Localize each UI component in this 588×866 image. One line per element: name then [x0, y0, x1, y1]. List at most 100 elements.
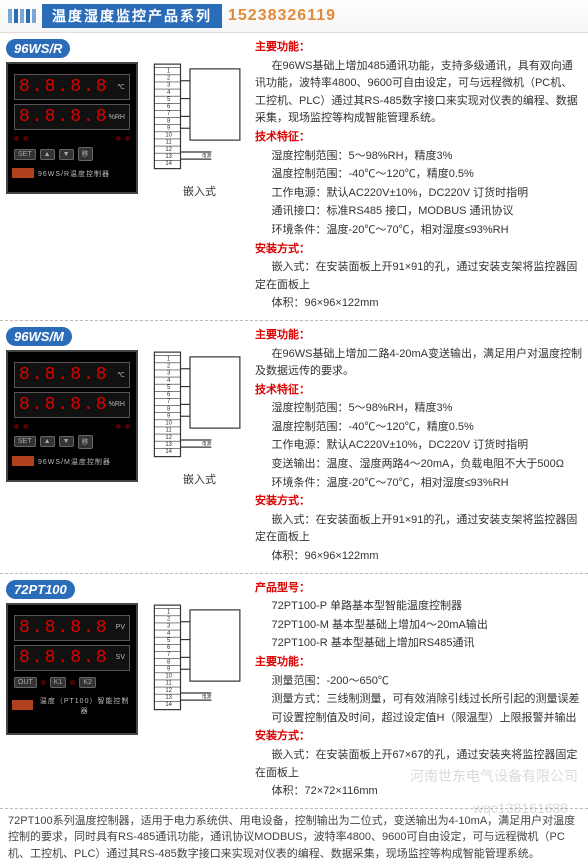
section-heading: 产品型号： [255, 580, 582, 598]
spec-line: 温度控制范围：-40℃～120℃，精度0.5% [255, 166, 582, 184]
svg-text:14: 14 [165, 449, 172, 455]
section-heading: 安装方式： [255, 241, 582, 259]
svg-text:1: 1 [167, 356, 170, 362]
set-button: SET [14, 436, 36, 447]
section-heading: 安装方式： [255, 493, 582, 511]
section-heading: 主要功能： [255, 654, 582, 672]
shift-button: 移 [78, 435, 93, 449]
svg-text:10: 10 [165, 133, 172, 139]
brand-logo [12, 456, 34, 466]
svg-text:4: 4 [167, 378, 171, 384]
svg-text:4: 4 [167, 90, 171, 96]
svg-text:1: 1 [167, 68, 170, 74]
diagram-caption: 嵌入式 [152, 183, 247, 199]
device-panel: 8.8.8.8℃8.8.8.8%RHSET▲▼移96WS/R温度控制器 [6, 62, 138, 194]
description: 主要功能：在96WS基础上增加485通讯功能，支持多级通讯，具有双向通讯功能，波… [251, 39, 582, 314]
diagram-caption: 嵌入式 [152, 471, 247, 487]
section-heading: 主要功能： [255, 39, 582, 57]
led-dot [116, 424, 121, 429]
led-dot [116, 136, 121, 141]
led-display-1: 8.8.8.8 [19, 365, 117, 385]
spec-line: 变送输出：温度、湿度两路4～20mA，负载电阻不大于500Ω [255, 456, 582, 474]
svg-text:1: 1 [167, 609, 170, 615]
led-dot [23, 424, 28, 429]
spec-line: 体积：72×72×116mm [255, 783, 582, 801]
model-badge: 72PT100 [6, 580, 75, 599]
section-heading: 技术特征： [255, 129, 582, 147]
brand-logo [12, 168, 34, 178]
description: 产品型号：72PT100-P 单路基本型智能温度控制器72PT100-M 基本型… [251, 580, 582, 802]
wiring-diagram: 1234567891011121314电源 [152, 598, 247, 717]
spec-line: 72PT100-P 单路基本型智能温度控制器 [255, 598, 582, 616]
svg-text:8: 8 [167, 406, 171, 412]
shift-button: 移 [78, 147, 93, 161]
svg-text:10: 10 [165, 673, 172, 679]
svg-text:7: 7 [167, 652, 170, 658]
svg-text:12: 12 [165, 687, 172, 693]
led-display-1: 8.8.8.8 [19, 618, 116, 638]
set-button: SET [14, 149, 36, 160]
svg-text:3: 3 [167, 83, 171, 89]
device-label: 96WS/M温度控制器 [38, 457, 111, 467]
led-display-2: 8.8.8.8 [19, 107, 109, 127]
svg-text:11: 11 [166, 680, 172, 686]
spec-line: 嵌入式：在安装面板上开91×91的孔，通过安装支架将监控器固定在面板上 [255, 259, 582, 294]
led-dot [70, 680, 75, 685]
spec-line: 湿度控制范围：5～98%RH，精度3% [255, 148, 582, 166]
led-dot [14, 424, 19, 429]
unit-2: SV [116, 654, 125, 661]
section-heading: 主要功能： [255, 327, 582, 345]
led-dot [41, 680, 46, 685]
spec-line: 通讯接口：标准RS485 接口，MODBUS 通讯协议 [255, 203, 582, 221]
up-button: ▲ [40, 436, 55, 447]
product-block: 96WS/M8.8.8.8℃8.8.8.8%RHSET▲▼移96WS/M温度控制… [0, 321, 588, 574]
spec-line: 在96WS基础上增加二路4-20mA变送输出，满足用户对温度控制及数据远传的要求… [255, 346, 582, 381]
svg-text:3: 3 [167, 623, 171, 629]
svg-text:10: 10 [165, 420, 172, 426]
section-heading: 安装方式： [255, 728, 582, 746]
svg-text:9: 9 [167, 413, 171, 419]
spec-line: 工作电源：默认AC220V±10%，DC220V 订货时指明 [255, 437, 582, 455]
svg-text:11: 11 [166, 140, 172, 146]
product-block: 96WS/R8.8.8.8℃8.8.8.8%RHSET▲▼移96WS/R温度控制… [0, 33, 588, 321]
footnote: 72PT100系列温度控制器，适用于电力系统供、用电设备，控制输出为二位式，变送… [0, 809, 588, 866]
svg-text:13: 13 [165, 154, 172, 160]
svg-text:8: 8 [167, 659, 171, 665]
device-label: 96WS/R温度控制器 [38, 169, 110, 179]
k1-button: K1 [50, 677, 67, 688]
svg-text:4: 4 [167, 630, 171, 636]
spec-line: 体积：96×96×122mm [255, 548, 582, 566]
svg-text:电源: 电源 [202, 692, 212, 699]
spec-line: 工作电源：默认AC220V±10%，DC220V 订货时指明 [255, 185, 582, 203]
spec-line: 嵌入式：在安装面板上开67×67的孔，通过安装夹将监控器固定在面板上 [255, 747, 582, 782]
device-panel: 8.8.8.8PV8.8.8.8SVOUTK1K2温度（PT100）智能控制器 [6, 603, 138, 735]
unit-1: PV [116, 624, 125, 631]
svg-text:12: 12 [165, 435, 172, 441]
svg-text:12: 12 [165, 147, 172, 153]
out-label: OUT [14, 677, 37, 688]
k2-button: K2 [79, 677, 96, 688]
spec-line: 湿度控制范围：5～98%RH，精度3% [255, 400, 582, 418]
led-dot [14, 136, 19, 141]
spec-line: 72PT100-R 基本型基础上增加RS485通讯 [255, 635, 582, 653]
unit-1: ℃ [117, 371, 125, 379]
description: 主要功能：在96WS基础上增加二路4-20mA变送输出，满足用户对温度控制及数据… [251, 327, 582, 567]
svg-text:6: 6 [167, 645, 171, 651]
svg-text:5: 5 [167, 97, 171, 103]
svg-text:13: 13 [165, 695, 172, 701]
svg-text:13: 13 [165, 442, 172, 448]
svg-text:2: 2 [167, 363, 170, 369]
device-label: 温度（PT100）智能控制器 [37, 696, 132, 716]
brand-logo [12, 700, 33, 710]
spec-line: 环境条件：温度-20℃～70℃，相对湿度≤93%RH [255, 222, 582, 240]
svg-text:14: 14 [165, 702, 172, 708]
model-badge: 96WS/M [6, 327, 72, 346]
led-display-2: 8.8.8.8 [19, 395, 109, 415]
svg-text:11: 11 [166, 428, 172, 434]
wiring-diagram: 1234567891011121314电源 [152, 57, 247, 176]
svg-text:5: 5 [167, 638, 171, 644]
svg-text:6: 6 [167, 392, 171, 398]
led-dot [125, 424, 130, 429]
down-button: ▼ [59, 149, 74, 160]
svg-text:8: 8 [167, 118, 171, 124]
